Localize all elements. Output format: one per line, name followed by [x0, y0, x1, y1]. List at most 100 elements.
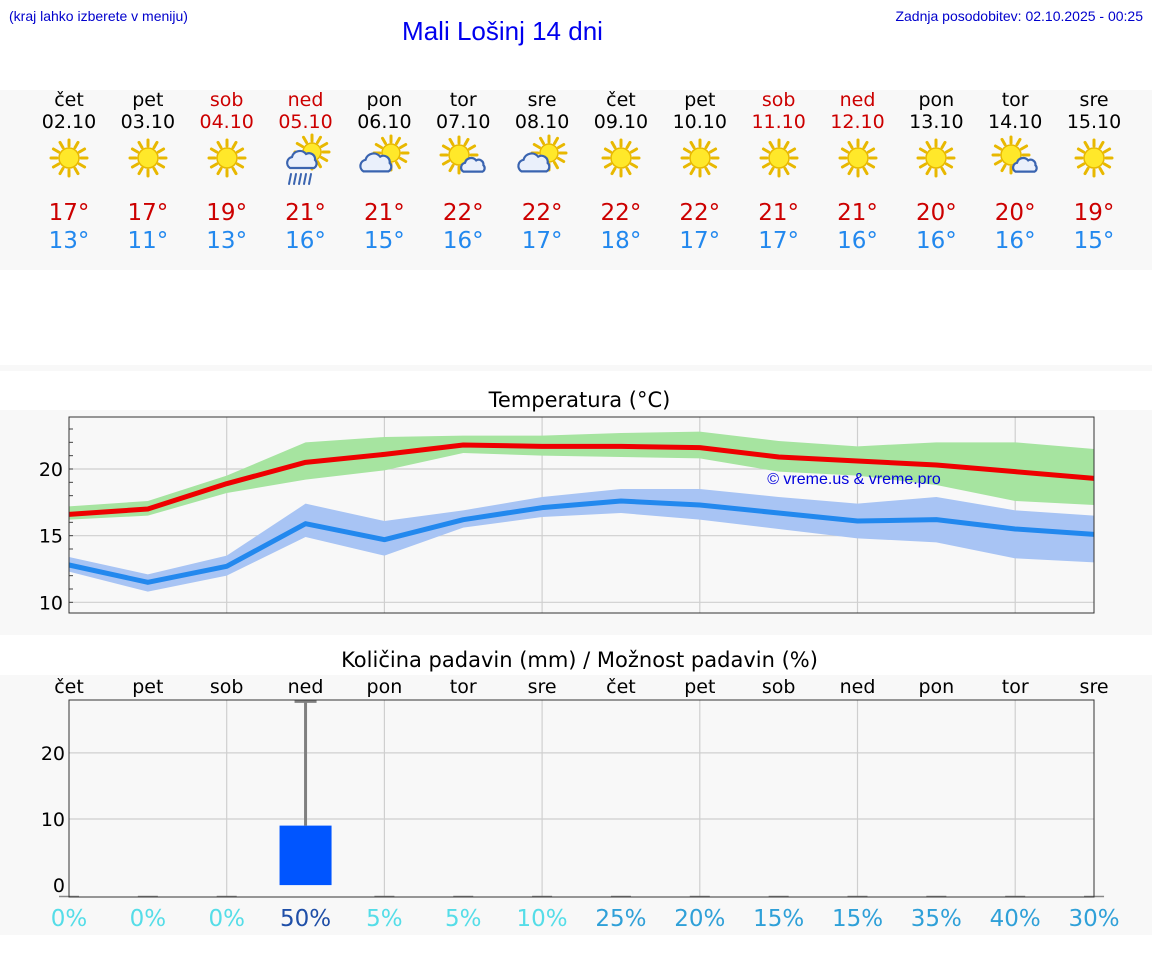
temp-high: 22°	[442, 200, 484, 226]
series-line-min	[68, 498, 1095, 585]
temp-high: 17°	[127, 200, 169, 226]
day-date: 09.10	[593, 111, 649, 133]
precip-probability: 20%	[674, 906, 725, 932]
weather-icon	[108, 133, 188, 193]
sun-icon	[207, 138, 247, 178]
y-tick-label: 15	[39, 526, 63, 548]
plot-frame	[68, 699, 1095, 898]
y-tick-label: 0	[53, 875, 65, 897]
x-tick-label: pon	[918, 676, 954, 698]
day-column: čet 09.10 22° 18°	[581, 89, 661, 255]
weather-icon	[660, 133, 740, 193]
temp-high: 20°	[994, 200, 1036, 226]
weather-icon	[344, 133, 424, 193]
x-tick-label: čet	[54, 676, 84, 698]
sun-icon	[128, 138, 168, 178]
sun-icon	[838, 138, 877, 178]
temp-low: 13°	[48, 228, 90, 254]
temp-low: 16°	[994, 228, 1036, 254]
temp-high: 20°	[915, 200, 957, 226]
precip-probability: 50%	[280, 906, 331, 932]
weather-icon	[818, 133, 898, 193]
cloud-icon	[359, 152, 393, 173]
day-name: čet	[54, 89, 84, 111]
day-date: 06.10	[357, 111, 412, 133]
plot-area	[69, 700, 1094, 897]
x-tick-label: sob	[210, 676, 244, 698]
temp-low: 13°	[206, 228, 248, 254]
day-date: 07.10	[436, 111, 491, 133]
day-name: pon	[366, 89, 403, 111]
plot-frame	[68, 416, 1095, 614]
precip-probability: 10%	[517, 906, 568, 932]
sun-icon	[49, 138, 89, 178]
day-column: ned 12.10 21° 16°	[818, 89, 898, 255]
precip-probability: 35%	[911, 906, 962, 932]
day-column: tor 07.10 22° 16°	[423, 89, 503, 255]
cloud-icon	[1012, 156, 1038, 173]
sun-icon	[838, 138, 877, 178]
x-tick-label: pet	[132, 676, 163, 698]
day-date: 12.10	[830, 111, 885, 133]
temp-low: 15°	[1073, 228, 1115, 254]
sun-cloud-icon	[359, 134, 410, 173]
sun-icon	[680, 138, 720, 178]
day-column: pon 13.10 20° 16°	[896, 89, 976, 255]
sun-icon	[759, 138, 799, 178]
x-tick-label: pon	[367, 676, 403, 698]
day-column: čet 02.10 17° 13°	[29, 89, 109, 255]
day-name: pon	[918, 89, 955, 111]
day-name: ned	[287, 89, 324, 111]
temp-high: 21°	[285, 200, 326, 226]
day-column: pon 06.10 21° 15°	[344, 89, 424, 255]
x-tick-label: tor	[450, 676, 477, 698]
precip-probability: 0%	[51, 906, 88, 932]
sun-icon	[916, 138, 956, 178]
sun-icon	[1074, 138, 1114, 178]
location-hint: (kraj lahko izberete v meniju)	[9, 8, 188, 24]
precip-bar	[279, 825, 332, 886]
day-date: 03.10	[120, 111, 176, 133]
day-column: sob 04.10 19° 13°	[187, 89, 267, 255]
temp-high: 19°	[206, 200, 248, 226]
band-min	[69, 489, 1095, 592]
day-column: pet 03.10 17° 11°	[108, 89, 188, 255]
day-name: ned	[839, 89, 876, 111]
day-name: čet	[606, 89, 636, 111]
precip-probability: 5%	[445, 906, 482, 932]
forecast-band	[0, 90, 1152, 270]
day-date: 14.10	[987, 111, 1043, 133]
temp-high: 21°	[364, 200, 405, 226]
temp-high: 19°	[1073, 200, 1115, 226]
temp-low: 15°	[364, 228, 405, 254]
x-tick-label: ned	[288, 676, 324, 698]
sun-icon	[759, 138, 799, 178]
temp-high: 22°	[600, 200, 642, 226]
sun-small-cloud-icon	[439, 135, 486, 175]
weather-icon	[896, 133, 976, 193]
sun-small-cloud-icon	[991, 135, 1038, 175]
temp-low: 16°	[442, 228, 484, 254]
sun-icon	[601, 138, 641, 178]
temp-low: 16°	[285, 228, 326, 254]
day-name: sre	[527, 89, 557, 111]
day-column: sre 08.10 22° 17°	[502, 89, 582, 255]
day-name: sre	[1079, 89, 1109, 111]
day-date: 13.10	[909, 111, 964, 133]
weather-icon	[423, 133, 503, 193]
day-date: 04.10	[199, 111, 254, 133]
x-tick-label: pet	[684, 676, 715, 698]
precip-probability: 25%	[595, 906, 646, 932]
day-column: pet 10.10 22° 17°	[660, 89, 740, 255]
day-name: sob	[761, 89, 796, 111]
sun-cloud-icon	[517, 134, 568, 173]
temperature-chart: 10 15 20 © vreme.us & vreme.pro	[39, 416, 1095, 614]
sun-icon	[207, 138, 247, 178]
sun-icon	[991, 135, 1031, 175]
weather-icon	[266, 133, 346, 193]
y-tick-label: 20	[39, 459, 63, 481]
day-column: sob 11.10 21° 17°	[739, 89, 819, 255]
y-tick-label: 10	[39, 592, 63, 614]
precipitation-chart-title: Količina padavin (mm) / Možnost padavin …	[341, 648, 818, 672]
x-tick-label: sre	[1080, 676, 1109, 698]
